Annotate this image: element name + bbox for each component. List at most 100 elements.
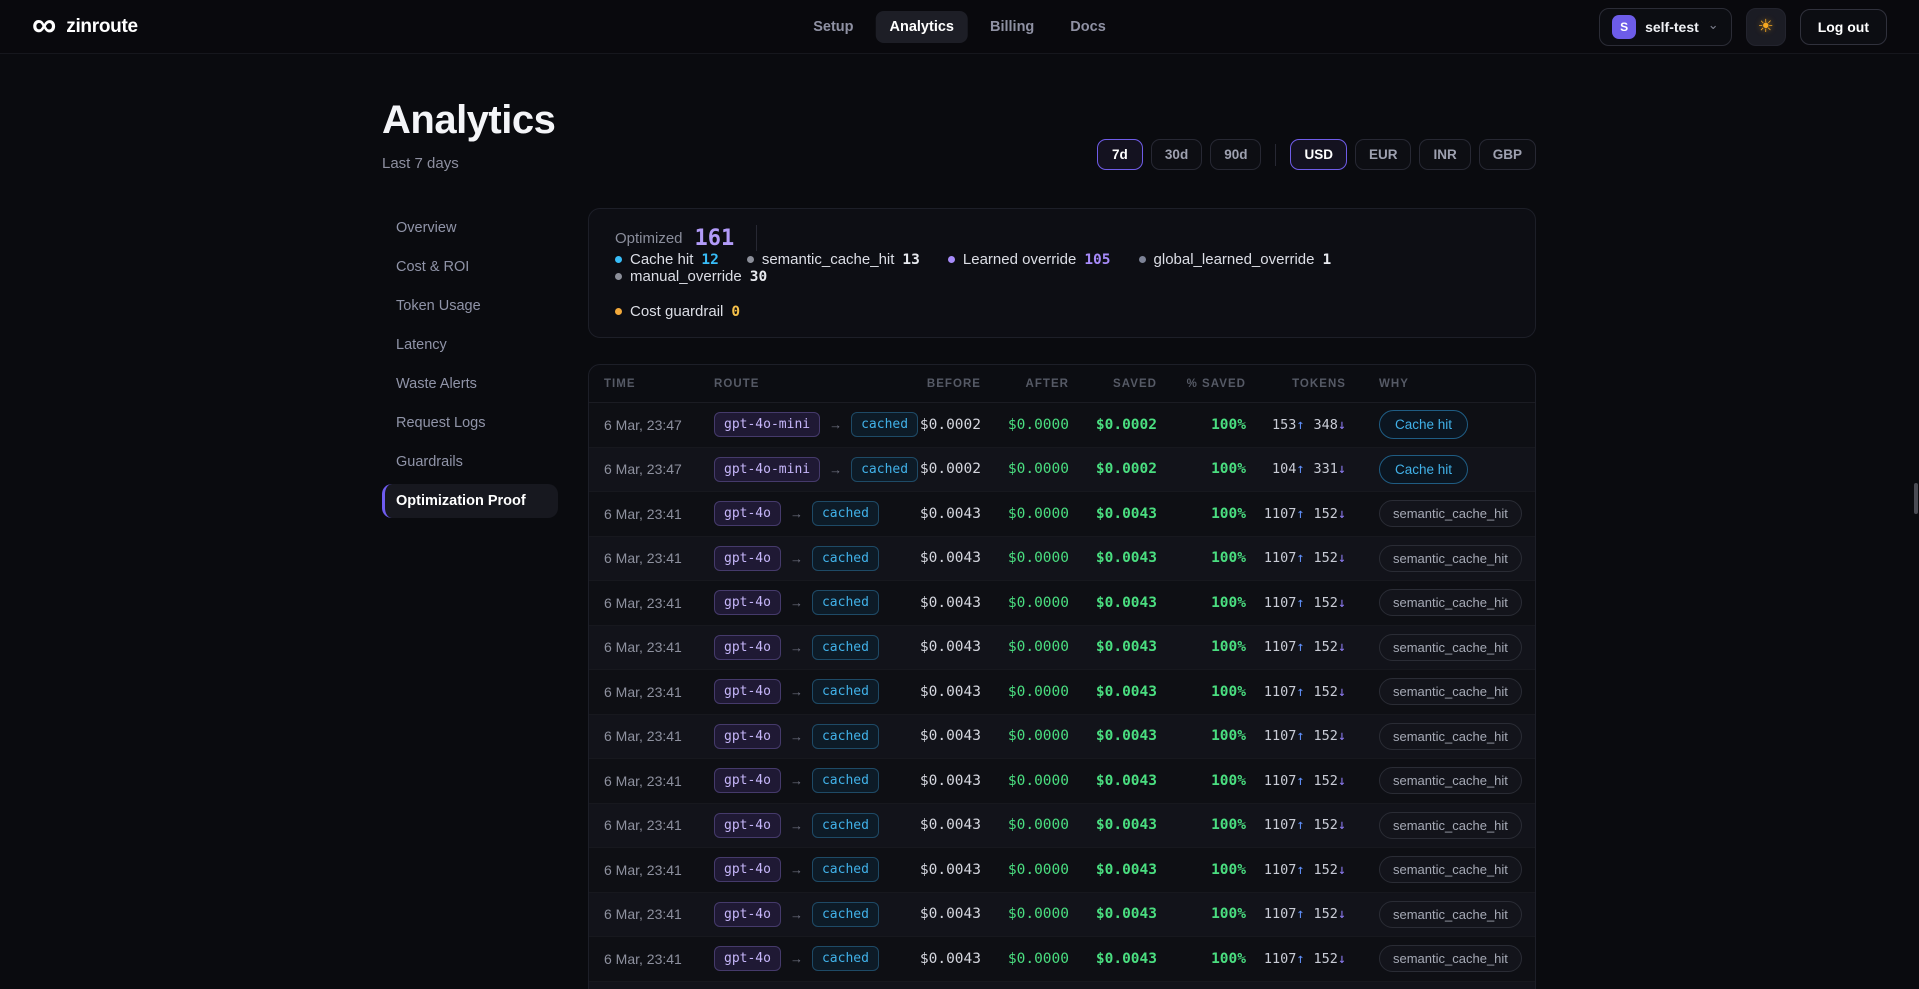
cached-badge: cached [811, 857, 879, 883]
currency-button-eur[interactable]: EUR [1354, 139, 1412, 170]
currency-button-usd[interactable]: USD [1290, 139, 1347, 170]
table-row: 6 Mar, 23:41 gpt-4o → cached $0.0043 $0.… [589, 937, 1535, 982]
row-why: semantic_cache_hit [1346, 678, 1535, 706]
why-badge: Cache hit [1379, 454, 1469, 484]
column-header-before: BEFORE [926, 377, 981, 390]
row-why: semantic_cache_hit [1346, 633, 1535, 661]
stat-dot-icon [947, 256, 955, 263]
cached-badge: cached [811, 590, 879, 616]
row-saved: $0.0043 [1095, 639, 1157, 656]
sidebar-item-request-logs[interactable]: Request Logs [396, 414, 486, 431]
why-badge: semantic_cache_hit [1379, 500, 1522, 528]
token-up-icon: ↑ [1296, 683, 1305, 700]
row-route: gpt-4o → cached [714, 634, 914, 660]
route-arrow-icon: → [829, 417, 843, 433]
route-arrow-icon: → [789, 595, 803, 611]
nav-link-billing[interactable]: Billing [976, 11, 1048, 43]
row-before-cost: $0.0043 [919, 728, 981, 745]
cached-badge: cached [851, 456, 919, 482]
row-saved: $0.0043 [1095, 861, 1157, 878]
table-row: 6 Mar, 23:41 gpt-4o → cached $0.0043 $0.… [589, 981, 1535, 989]
row-time: 6 Mar, 23:47 [604, 461, 682, 478]
cached-badge: cached [811, 679, 879, 705]
row-route: gpt-4o → cached [714, 946, 914, 972]
row-before-cost: $0.0043 [919, 772, 981, 789]
row-saved: $0.0043 [1095, 728, 1157, 745]
filter-controls: 7d 30d 90d USD EUR INR GBP [1096, 139, 1536, 170]
range-button-90d[interactable]: 90d [1210, 139, 1262, 170]
row-time: 6 Mar, 23:41 [604, 639, 682, 656]
route-arrow-icon: → [789, 550, 803, 566]
row-tokens: 1107↑ 152↓ [1263, 950, 1346, 967]
cached-badge: cached [811, 901, 879, 927]
row-tokens: 153↑ 348↓ [1271, 416, 1346, 433]
row-tokens: 1107↑ 152↓ [1263, 639, 1346, 656]
column-header-after: AFTER [1025, 377, 1069, 390]
cached-badge: cached [811, 768, 879, 794]
table-row: 6 Mar, 23:41 gpt-4o → cached $0.0043 $0.… [589, 892, 1535, 937]
row-saved: $0.0043 [1095, 950, 1157, 967]
currency-button-gbp[interactable]: GBP [1478, 139, 1536, 170]
stat-global-learned-override: global_learned_override 1 [1138, 251, 1331, 268]
sidebar-item-waste-alerts[interactable]: Waste Alerts [396, 375, 477, 392]
sidebar-item-token-usage[interactable]: Token Usage [396, 297, 481, 314]
stat-learned-override: Learned override 105 [947, 251, 1111, 268]
row-route: gpt-4o → cached [714, 812, 914, 838]
stat-cost-guardrail: Cost guardrail 0 [615, 303, 740, 320]
column-header-tokens: TOKENS [1292, 377, 1346, 390]
controls-divider [1275, 143, 1277, 166]
token-up-icon: ↑ [1296, 416, 1305, 433]
logout-button[interactable]: Log out [1799, 8, 1887, 45]
row-tokens: 1107↑ 152↓ [1263, 861, 1346, 878]
model-badge: gpt-4o [714, 723, 781, 749]
account-dropdown[interactable]: S self-test ⌄ [1599, 7, 1732, 46]
why-badge: semantic_cache_hit [1379, 767, 1522, 795]
row-time: 6 Mar, 23:41 [604, 594, 682, 611]
sun-icon: ☀ [1757, 16, 1774, 36]
row-route: gpt-4o-mini → cached [714, 412, 919, 438]
row-percent-saved: 100% [1211, 817, 1246, 834]
cached-badge: cached [811, 545, 879, 571]
scrollbar-thumb[interactable] [1914, 483, 1918, 514]
row-after-cost: $0.0000 [1007, 416, 1069, 433]
row-why: semantic_cache_hit [1346, 767, 1535, 795]
sidebar-item-guardrails[interactable]: Guardrails [396, 453, 463, 470]
token-down-icon: ↓ [1337, 416, 1346, 433]
row-why: semantic_cache_hit [1346, 856, 1535, 884]
sidebar-item-overview[interactable]: Overview [396, 219, 457, 236]
nav-link-docs[interactable]: Docs [1056, 11, 1119, 43]
row-why: semantic_cache_hit [1346, 589, 1535, 617]
page-header: Analytics Last 7 days 7d 30d 90d USD EUR INR… [382, 54, 1536, 172]
table-row: 6 Mar, 23:41 gpt-4o → cached $0.0043 $0.… [589, 714, 1535, 759]
token-up-icon: ↑ [1296, 461, 1305, 478]
route-arrow-icon: → [789, 951, 803, 967]
column-header-saved: SAVED [1113, 377, 1157, 390]
nav-link-analytics[interactable]: Analytics [875, 10, 968, 43]
token-down-icon: ↓ [1337, 817, 1346, 834]
row-tokens: 1107↑ 152↓ [1263, 505, 1346, 522]
row-time: 6 Mar, 23:41 [604, 550, 682, 567]
sidebar-item-optimization-proof[interactable]: Optimization Proof [382, 483, 558, 518]
token-up-icon: ↑ [1296, 772, 1305, 789]
why-badge: semantic_cache_hit [1379, 945, 1522, 973]
account-name: self-test [1645, 18, 1699, 35]
range-button-30d[interactable]: 30d [1150, 139, 1203, 170]
row-saved: $0.0043 [1095, 594, 1157, 611]
table-row: 6 Mar, 23:41 gpt-4o → cached $0.0043 $0.… [589, 670, 1535, 715]
page-title: Analytics [382, 98, 556, 142]
stat-label: Learned override [962, 251, 1077, 268]
range-button-7d[interactable]: 7d [1096, 139, 1143, 170]
page: Analytics Last 7 days 7d 30d 90d USD EUR INR… [382, 54, 1536, 989]
optimized-label: Optimized [615, 229, 683, 247]
nav-link-setup[interactable]: Setup [799, 11, 867, 43]
row-before-cost: $0.0043 [919, 505, 981, 522]
cached-badge: cached [811, 723, 879, 749]
row-time: 6 Mar, 23:41 [604, 861, 682, 878]
sidebar-item-cost-roi[interactable]: Cost & ROI [396, 258, 470, 275]
cached-badge: cached [811, 501, 879, 527]
row-route: gpt-4o → cached [714, 679, 914, 705]
sidebar-item-latency[interactable]: Latency [396, 336, 447, 353]
currency-button-inr[interactable]: INR [1419, 139, 1471, 170]
row-why: Cache hit [1346, 410, 1535, 440]
theme-toggle-button[interactable]: ☀ [1745, 7, 1786, 46]
